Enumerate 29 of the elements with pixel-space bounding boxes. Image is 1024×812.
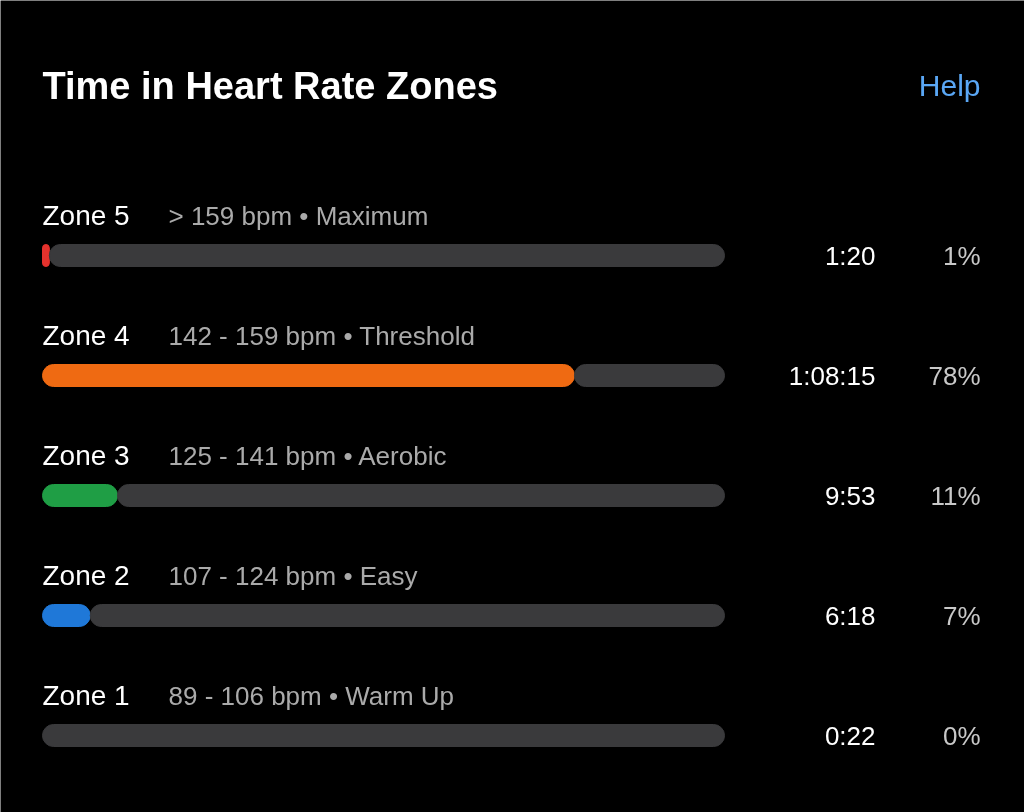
data-label: 0% — [942, 720, 981, 751]
y-tick-label: Zone 3 — [42, 440, 130, 471]
bar — [89, 604, 725, 627]
bar — [117, 484, 725, 507]
y-tick-label: Zone 5 — [42, 200, 130, 231]
annotation: 125 - 141 bpm • Aerobic — [168, 440, 447, 471]
y-tick-label: Zone 4 — [42, 320, 130, 351]
annotation: > 159 bpm • Maximum — [168, 200, 429, 231]
text: 0:22 — [824, 720, 876, 751]
data-label: 11% — [930, 480, 981, 511]
text: 1:20 — [824, 240, 876, 271]
text: 6:18 — [824, 600, 876, 631]
bar — [573, 364, 725, 387]
bar — [48, 244, 725, 267]
data-label: 7% — [942, 600, 981, 631]
data-label: 1% — [942, 240, 981, 271]
data-label: 78% — [928, 360, 981, 391]
chart-title: Time in Heart Rate Zones — [42, 64, 498, 107]
bar — [42, 484, 119, 507]
bar — [42, 724, 725, 747]
text: 1:08:15 — [788, 360, 876, 391]
text: Help — [918, 69, 981, 102]
bar — [42, 364, 575, 387]
y-tick-label: Zone 2 — [42, 560, 130, 591]
y-tick-label: Zone 1 — [42, 680, 130, 711]
text: 9:53 — [824, 480, 876, 511]
annotation: 142 - 159 bpm • Threshold — [168, 320, 475, 351]
annotation: 89 - 106 bpm • Warm Up — [168, 680, 455, 711]
annotation: 107 - 124 bpm • Easy — [168, 560, 418, 591]
